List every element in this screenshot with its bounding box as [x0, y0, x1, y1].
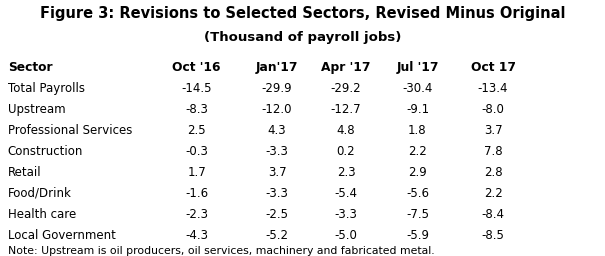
Text: Upstream: Upstream	[8, 103, 65, 116]
Text: Health care: Health care	[8, 208, 76, 221]
Text: Local Government: Local Government	[8, 229, 116, 242]
Text: 3.7: 3.7	[268, 166, 286, 179]
Text: -1.6: -1.6	[185, 187, 208, 200]
Text: -3.3: -3.3	[266, 187, 289, 200]
Text: 7.8: 7.8	[484, 145, 502, 158]
Text: 2.9: 2.9	[408, 166, 427, 179]
Text: -5.0: -5.0	[335, 229, 358, 242]
Text: -5.4: -5.4	[335, 187, 358, 200]
Text: -14.5: -14.5	[182, 82, 212, 95]
Text: Jul '17: Jul '17	[396, 61, 439, 74]
Text: 0.2: 0.2	[337, 145, 355, 158]
Text: -8.4: -8.4	[482, 208, 505, 221]
Text: 4.3: 4.3	[268, 124, 286, 137]
Text: -8.5: -8.5	[482, 229, 505, 242]
Text: 4.8: 4.8	[337, 124, 355, 137]
Text: -12.0: -12.0	[262, 103, 292, 116]
Text: 2.5: 2.5	[188, 124, 206, 137]
Text: Oct '16: Oct '16	[172, 61, 221, 74]
Text: Apr '17: Apr '17	[321, 61, 371, 74]
Text: -5.9: -5.9	[406, 229, 429, 242]
Text: Note: Upstream is oil producers, oil services, machinery and fabricated metal.: Note: Upstream is oil producers, oil ser…	[8, 246, 434, 256]
Text: Jan'17: Jan'17	[256, 61, 298, 74]
Text: (Thousand of payroll jobs): (Thousand of payroll jobs)	[204, 31, 401, 44]
Text: Construction: Construction	[8, 145, 83, 158]
Text: -8.3: -8.3	[185, 103, 208, 116]
Text: -12.7: -12.7	[331, 103, 361, 116]
Text: Food/Drink: Food/Drink	[8, 187, 72, 200]
Text: 2.3: 2.3	[337, 166, 355, 179]
Text: Sector: Sector	[8, 61, 53, 74]
Text: 1.7: 1.7	[188, 166, 206, 179]
Text: -29.2: -29.2	[331, 82, 361, 95]
Text: -13.4: -13.4	[478, 82, 508, 95]
Text: -29.9: -29.9	[262, 82, 292, 95]
Text: -5.2: -5.2	[266, 229, 289, 242]
Text: -3.3: -3.3	[266, 145, 289, 158]
Text: -2.5: -2.5	[266, 208, 289, 221]
Text: Oct 17: Oct 17	[471, 61, 515, 74]
Text: -2.3: -2.3	[185, 208, 208, 221]
Text: Retail: Retail	[8, 166, 42, 179]
Text: -0.3: -0.3	[185, 145, 208, 158]
Text: -30.4: -30.4	[402, 82, 433, 95]
Text: Figure 3: Revisions to Selected Sectors, Revised Minus Original: Figure 3: Revisions to Selected Sectors,…	[40, 6, 565, 22]
Text: -9.1: -9.1	[406, 103, 429, 116]
Text: -5.6: -5.6	[406, 187, 429, 200]
Text: -4.3: -4.3	[185, 229, 208, 242]
Text: -8.0: -8.0	[482, 103, 505, 116]
Text: 1.8: 1.8	[408, 124, 427, 137]
Text: 2.8: 2.8	[484, 166, 502, 179]
Text: Professional Services: Professional Services	[8, 124, 132, 137]
Text: 2.2: 2.2	[484, 187, 502, 200]
Text: -7.5: -7.5	[406, 208, 429, 221]
Text: -3.3: -3.3	[335, 208, 358, 221]
Text: Total Payrolls: Total Payrolls	[8, 82, 85, 95]
Text: 3.7: 3.7	[484, 124, 502, 137]
Text: 2.2: 2.2	[408, 145, 427, 158]
